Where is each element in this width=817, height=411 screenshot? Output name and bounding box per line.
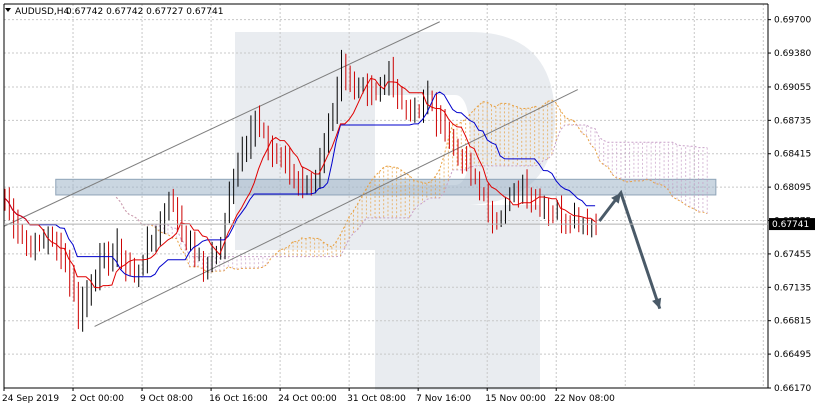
- y-tick-label-3: 0.68735: [774, 116, 811, 126]
- y-tick-label-10: 0.66495: [774, 350, 811, 360]
- channel-lower: [94, 89, 579, 327]
- x-tick-label-0: 24 Sep 2019: [2, 394, 59, 404]
- forecast-arrowhead-up: [611, 192, 621, 204]
- support-resistance-zone: [55, 178, 717, 196]
- channel-upper: [3, 21, 440, 227]
- x-tick-label-1: 2 Oct 00:00: [71, 394, 124, 404]
- x-tick-label-8: 22 Nov 08:00: [554, 394, 615, 404]
- x-tick-label-6: 7 Nov 16:00: [416, 394, 471, 404]
- y-tick-label-9: 0.66815: [774, 317, 811, 327]
- last-price-box: [769, 218, 815, 231]
- y-tick-label-7: 0.67455: [774, 250, 811, 260]
- watermark-letter: [235, 32, 555, 390]
- watermark-logo-icon: [235, 32, 555, 390]
- symbol-dropdown-icon[interactable]: [5, 8, 11, 12]
- ichimoku-cloud: [115, 99, 708, 273]
- forecast-arrow: [598, 189, 662, 310]
- senkou-span-a: [115, 99, 708, 273]
- ohlc-values: 0.67742 0.67742 0.67727 0.67741: [66, 7, 223, 17]
- y-tick-label-4: 0.68415: [774, 150, 811, 160]
- ichimoku-lines: [3, 77, 596, 289]
- x-tick-label-7: 15 Nov 00:00: [485, 394, 546, 404]
- y-tick-label-11: 0.66170: [774, 384, 811, 394]
- senkou-span-b: [115, 124, 708, 258]
- y-tick-label-1: 0.69380: [774, 49, 811, 59]
- trend-channel: [3, 21, 579, 327]
- symbol-label: AUDUSD,H4: [15, 7, 70, 17]
- x-tick-label-3: 16 Oct 16:00: [209, 394, 268, 404]
- axes: 0.69700 0.69380 0.69055 0.68735 0.68415 0.680…: [2, 3, 815, 404]
- y-tick-label-8: 0.67135: [774, 283, 811, 293]
- x-tick-label-2: 9 Oct 08:00: [140, 394, 193, 404]
- chart-header: AUDUSD,H4 0.67742 0.67742 0.67727 0.6774…: [5, 7, 223, 17]
- x-tick-label-4: 24 Oct 00:00: [278, 394, 337, 404]
- y-tick-label-2: 0.69055: [774, 83, 811, 93]
- kijun-sen-line: [3, 91, 596, 278]
- tenkan-sen-line: [3, 77, 596, 289]
- zone-rect: [55, 178, 717, 196]
- x-tick-label-5: 31 Oct 08:00: [347, 394, 406, 404]
- y-tick-label-0: 0.69700: [774, 16, 811, 26]
- last-price-label: 0.67741: [772, 220, 809, 230]
- y-tick-label-5: 0.68095: [774, 183, 811, 193]
- forecast-arrowhead-down: [652, 297, 662, 309]
